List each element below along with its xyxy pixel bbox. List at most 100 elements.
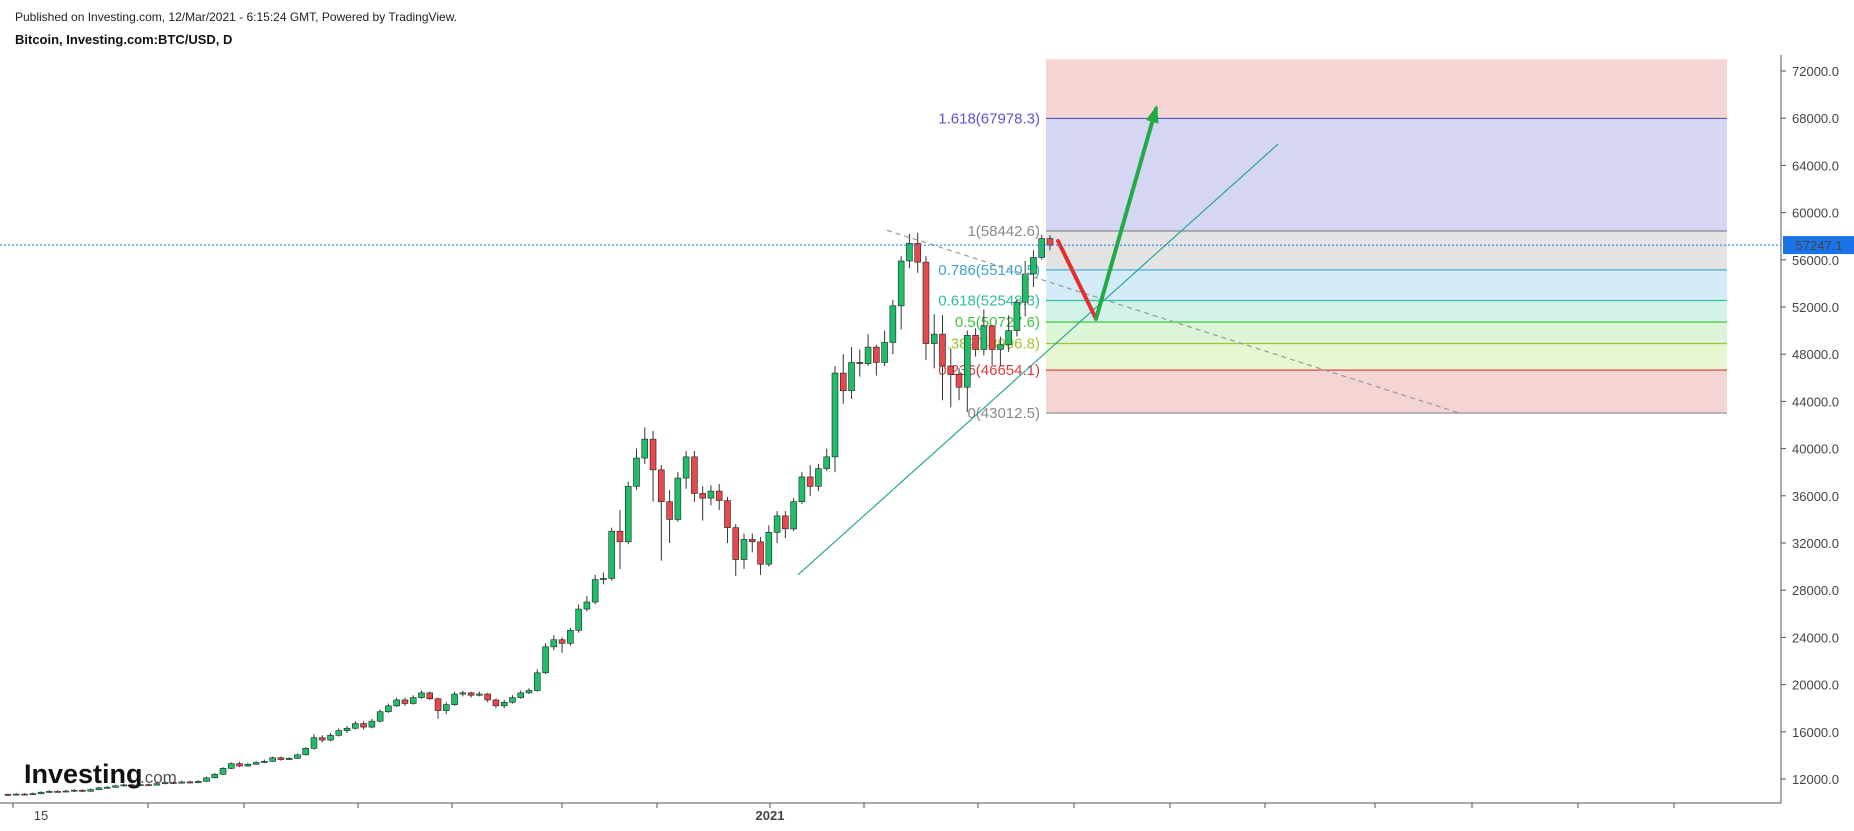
candle-body <box>500 701 508 707</box>
candle <box>145 783 152 786</box>
candle-body <box>12 793 20 796</box>
candle-body <box>848 362 855 392</box>
candle <box>616 509 624 569</box>
candle-body <box>236 763 243 767</box>
candle <box>1038 235 1046 260</box>
candle <box>29 792 37 796</box>
candle-body <box>773 515 781 533</box>
candle <box>558 637 566 653</box>
candle <box>46 790 53 793</box>
candle-body <box>691 456 698 494</box>
candle <box>459 690 467 697</box>
candle-body <box>972 335 979 350</box>
candle-body <box>103 786 111 789</box>
candle <box>112 784 119 788</box>
y-tick-label: 12000.0 <box>1792 772 1839 787</box>
fib-band-1 <box>1046 230 1727 270</box>
candle <box>782 511 789 539</box>
candle-body <box>806 476 814 487</box>
candle <box>443 702 450 715</box>
candle <box>641 427 649 464</box>
candle-body <box>658 469 665 502</box>
candle-body <box>1038 238 1046 258</box>
candle <box>815 463 822 492</box>
arrow-head-icon <box>1146 104 1159 124</box>
candle-body <box>79 789 86 792</box>
last-price-tag <box>1783 236 1854 255</box>
candle <box>252 761 260 765</box>
candle <box>128 783 136 787</box>
candle-body <box>1021 273 1029 303</box>
candle-body <box>947 365 955 375</box>
candle-body <box>409 697 417 704</box>
fib-band-0.236 <box>1046 370 1727 414</box>
candle <box>831 366 839 473</box>
candle-body <box>600 578 607 580</box>
candle <box>881 330 888 366</box>
candle <box>914 232 921 273</box>
candle <box>691 450 698 502</box>
candle-body <box>426 692 434 700</box>
candle-body <box>823 456 830 469</box>
candle-body <box>327 735 334 741</box>
last-price-label: 57247.1 <box>1796 238 1843 253</box>
candle-body <box>54 791 61 793</box>
candle <box>178 780 185 784</box>
candle-body <box>484 693 491 701</box>
candle <box>864 334 872 366</box>
candle <box>988 324 996 365</box>
candle <box>591 574 599 605</box>
candle <box>633 448 640 490</box>
candle-body <box>873 346 880 363</box>
candles-layer <box>4 232 1054 797</box>
candle <box>724 496 731 543</box>
candle-body <box>1030 257 1037 275</box>
down-arrow-line <box>1056 238 1098 321</box>
candle <box>575 604 582 633</box>
candle-body <box>360 723 367 728</box>
y-tick-label: 52000.0 <box>1792 300 1839 315</box>
candle <box>393 697 400 708</box>
candle-body <box>980 325 988 350</box>
candle-body <box>881 342 888 363</box>
candle-body <box>906 242 913 262</box>
candle <box>740 533 748 569</box>
candle <box>939 315 946 401</box>
candle <box>930 314 938 369</box>
candle <box>285 757 293 761</box>
candle <box>525 688 533 695</box>
candle-body <box>211 773 219 779</box>
candle-body <box>674 477 682 520</box>
axes-layer: 72000.0 68000.0 64000.0 60000.0 56000.0 52000… <box>0 55 1839 823</box>
fib-band-top <box>1046 59 1727 119</box>
candle <box>533 669 541 692</box>
candle-body <box>757 541 764 565</box>
candle-body <box>583 601 591 610</box>
fib-band-0.5 <box>1046 322 1727 344</box>
candle-body <box>228 763 235 769</box>
candle-body <box>87 789 94 792</box>
candle <box>170 781 177 784</box>
candle-body <box>782 515 789 530</box>
candle <box>62 789 70 793</box>
dashed-trendline <box>886 229 1461 414</box>
candle-body <box>178 781 185 784</box>
candle-body <box>343 727 351 731</box>
candle <box>95 786 103 791</box>
y-tick-label: 16000.0 <box>1792 725 1839 740</box>
candle-body <box>641 438 649 459</box>
candle <box>277 756 285 761</box>
candle <box>666 489 673 543</box>
candle <box>550 635 558 651</box>
candle <box>228 762 235 769</box>
candle-body <box>203 777 210 782</box>
candle <box>219 767 227 775</box>
candle-body <box>815 468 822 487</box>
candle-body <box>128 784 136 787</box>
y-tick-label: 56000.0 <box>1792 253 1839 268</box>
candle <box>897 256 905 330</box>
candle <box>161 781 169 785</box>
candle <box>757 537 764 575</box>
candle-body <box>542 646 549 674</box>
